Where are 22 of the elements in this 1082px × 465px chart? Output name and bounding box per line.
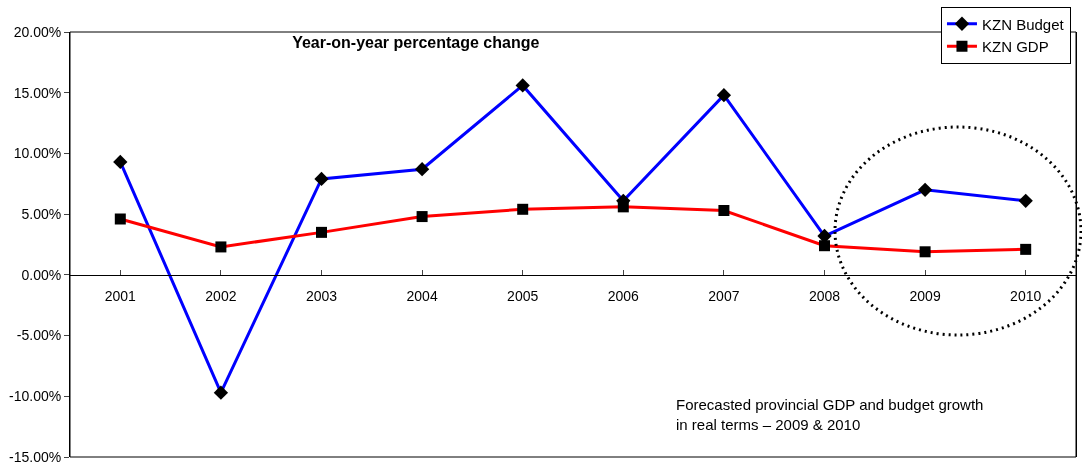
x-tick-label: 2006 xyxy=(607,287,640,304)
x-tick-label: 2009 xyxy=(909,287,941,304)
x-tick-label: 2007 xyxy=(708,287,740,304)
x-tick-label: 2002 xyxy=(205,287,237,304)
x-tick-label: 2003 xyxy=(305,287,338,304)
y-tick-label: 20.00% xyxy=(13,23,62,40)
y-tick-label: 0.00% xyxy=(21,266,62,283)
x-tick-label: 2005 xyxy=(507,287,539,304)
y-tick-label: 10.00% xyxy=(13,145,62,162)
x-tick-label: 2010 xyxy=(1010,287,1042,304)
annotation: Forecasted provincial GDP and budget growth in real terms – 2009 & 2010 xyxy=(676,396,984,433)
y-tick-label: 5.00% xyxy=(21,206,62,223)
legend-label: KZN GDP xyxy=(981,38,1049,56)
legend-label: KZN Budget xyxy=(981,15,1065,33)
y-tick-label: 15.00% xyxy=(13,84,62,101)
chart-title: Year-on-year percentage change xyxy=(292,34,540,52)
x-tick-label: 2008 xyxy=(808,287,841,304)
y-tick-label: -5.00% xyxy=(16,327,62,344)
x-tick-label: 2001 xyxy=(104,287,137,304)
y-tick-label: -10.00% xyxy=(9,388,62,405)
y-tick-label: -15.00% xyxy=(9,448,62,465)
x-tick-label: 2004 xyxy=(406,287,438,304)
